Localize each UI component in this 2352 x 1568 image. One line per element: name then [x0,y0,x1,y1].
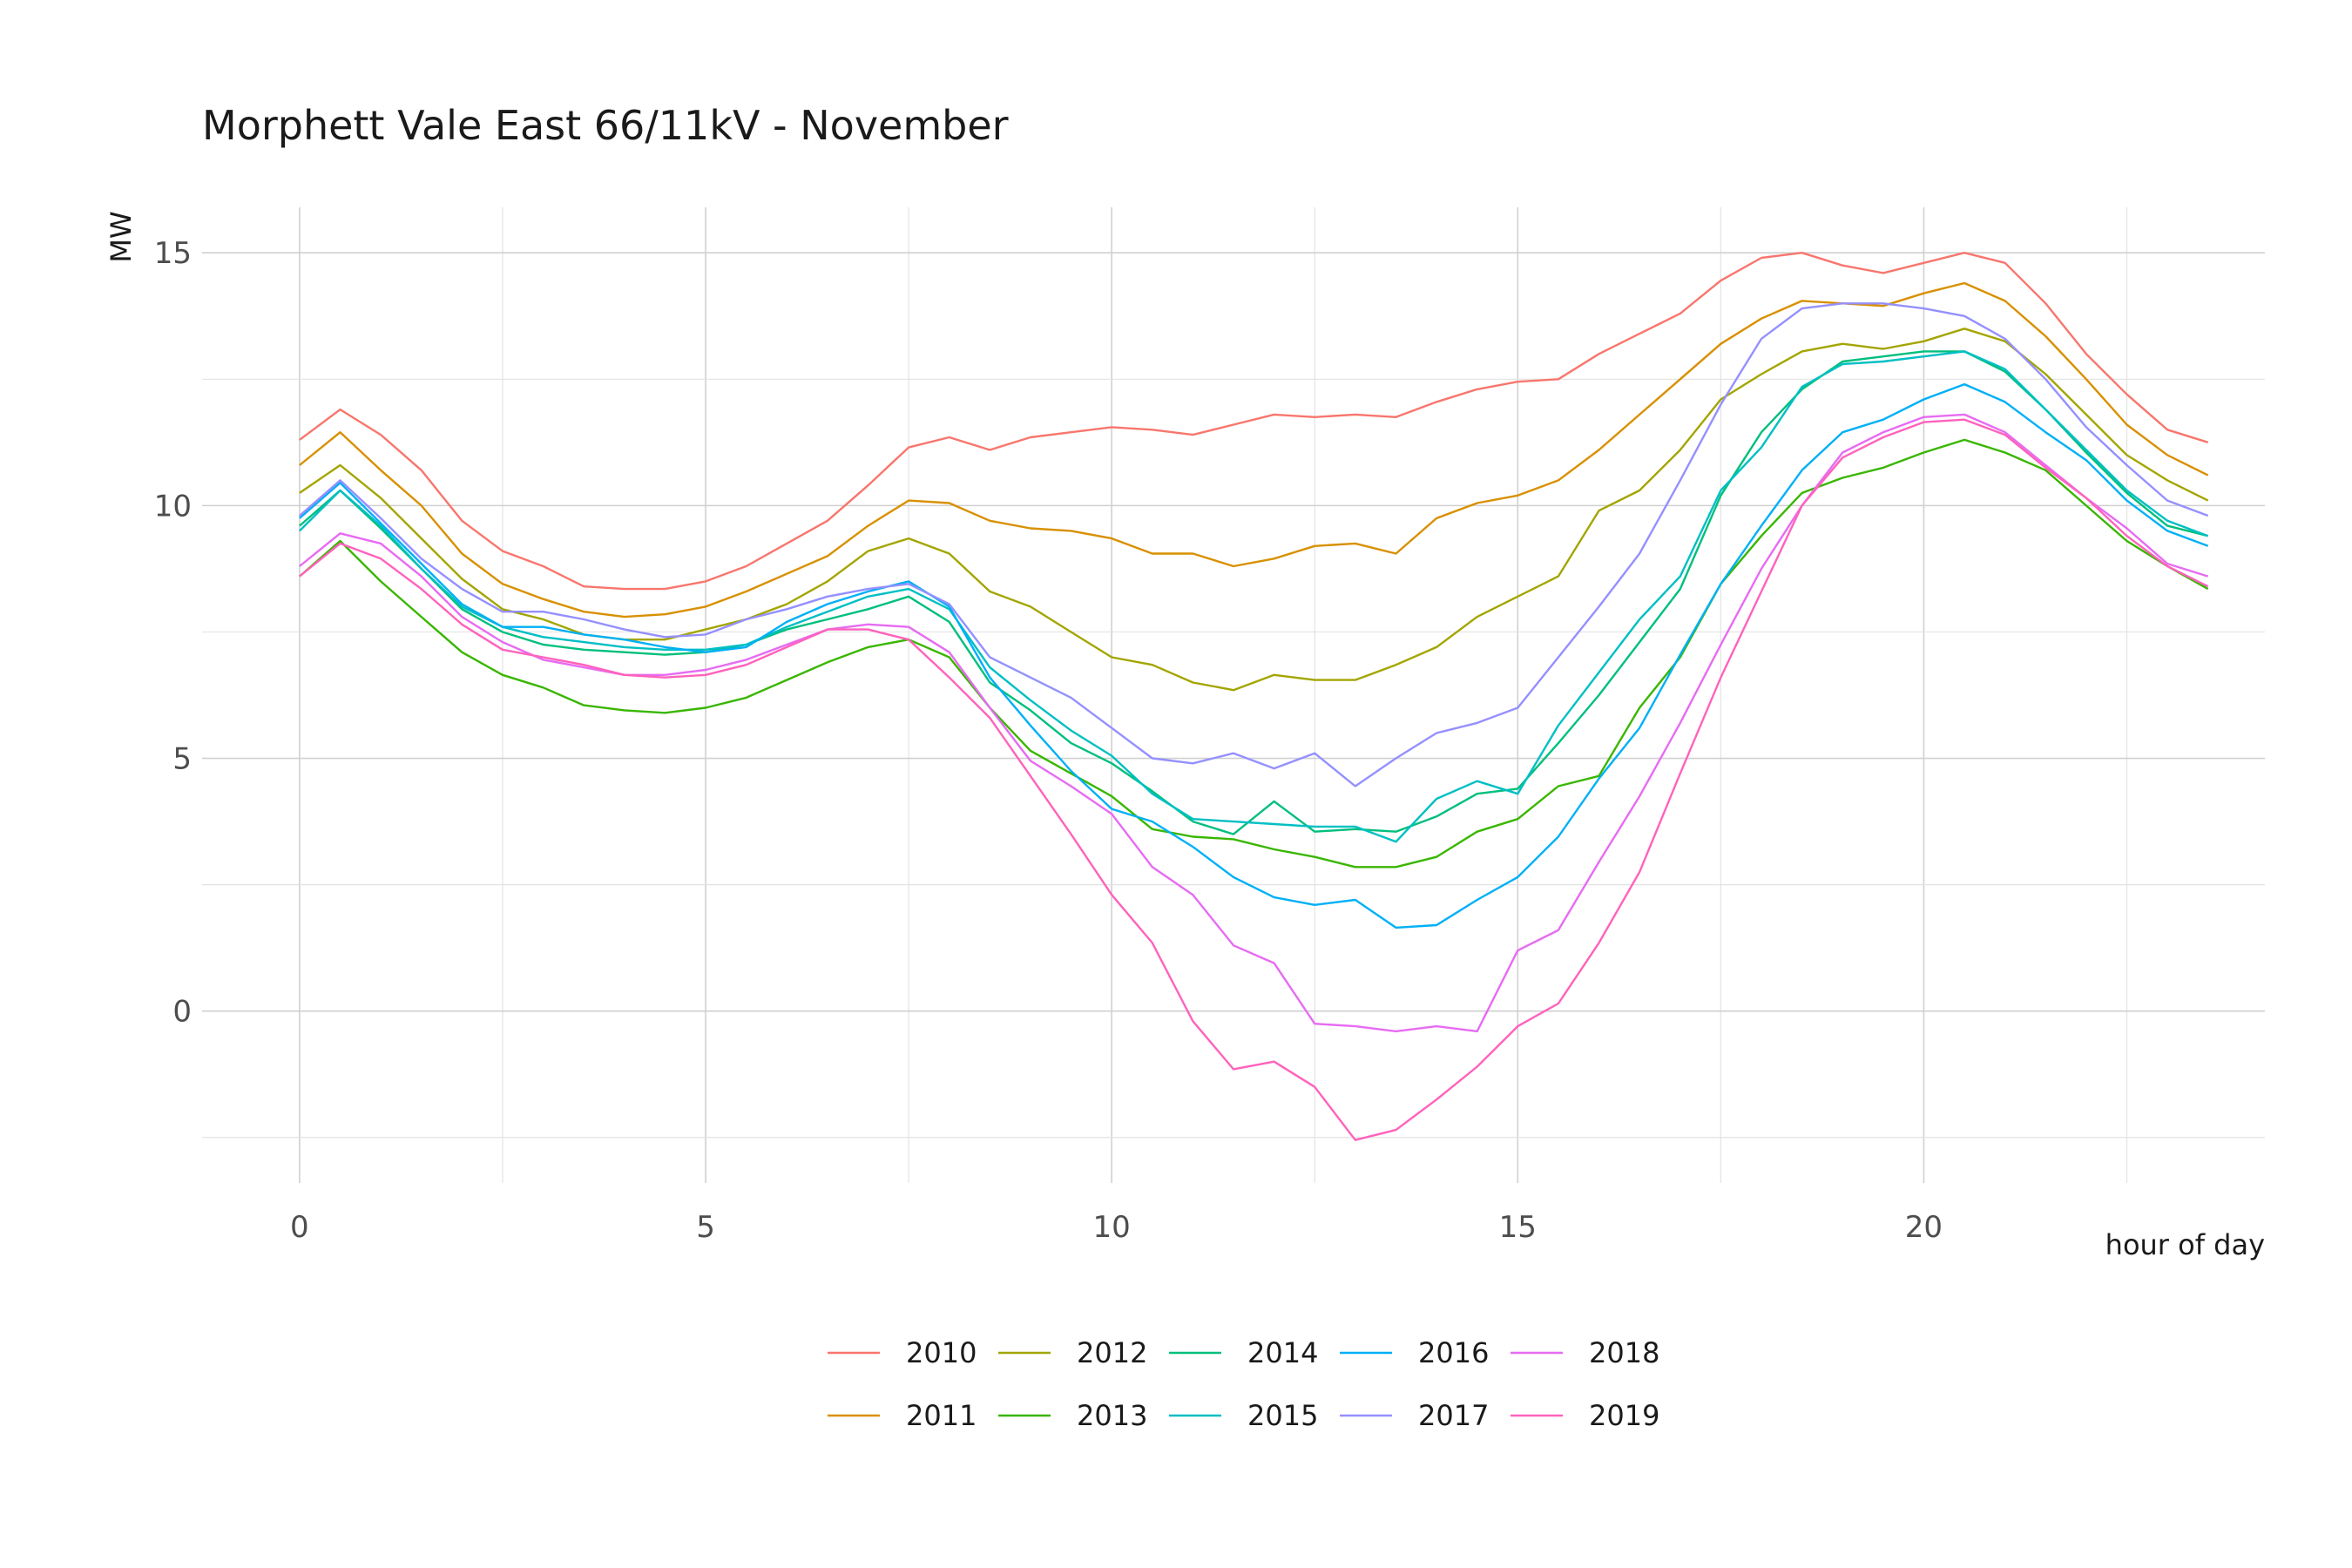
x-tick-labels: 0 5 10 15 20 [290,1210,1943,1245]
series-line-2015 [299,350,2209,843]
legend-label: 2019 [1589,1399,1659,1432]
legend-label: 2010 [906,1336,977,1369]
series-line-2012 [299,328,2209,692]
legend-label: 2015 [1247,1399,1318,1432]
legend-item-2015: 2015 [1169,1399,1318,1432]
x-tick-label: 20 [1905,1210,1943,1245]
legend-item-2018: 2018 [1511,1336,1659,1369]
series-lines [299,252,2209,1141]
series-line-2017 [299,302,2209,787]
legend-label: 2016 [1418,1336,1489,1369]
series-line-2018 [299,413,2209,1033]
x-axis-title: hour of day [2105,1228,2265,1261]
legend-item-2010: 2010 [828,1336,977,1369]
legend-item-2017: 2017 [1340,1399,1489,1432]
legend-item-2013: 2013 [998,1399,1147,1432]
legend-label: 2014 [1247,1336,1318,1369]
series-line-2019 [299,418,2209,1141]
series-line-2014 [299,350,2208,835]
y-axis-title: MW [105,211,138,262]
x-tick-label: 5 [696,1210,715,1245]
x-tick-label: 15 [1499,1210,1537,1245]
series-line-2016 [299,382,2209,929]
legend-item-2019: 2019 [1511,1399,1659,1432]
legend-label: 2013 [1077,1399,1147,1432]
y-tick-label: 5 [172,742,192,777]
legend-item-2016: 2016 [1340,1336,1489,1369]
x-tick-label: 10 [1093,1210,1131,1245]
y-tick-label: 10 [154,489,192,524]
chart-title: Morphett Vale East 66/11kV - November [202,102,1009,149]
legend-label: 2017 [1418,1399,1489,1432]
y-tick-labels: 0 5 10 15 [154,236,192,1029]
y-tick-label: 0 [172,995,192,1030]
legend-item-2011: 2011 [828,1399,977,1432]
legend-label: 2018 [1589,1336,1659,1369]
grid [202,207,2265,1183]
legend: 2010 2011 2012 2013 2014 2015 2016 2017 2018 2019 [828,1336,1659,1432]
legend-item-2012: 2012 [998,1336,1147,1369]
y-tick-label: 15 [154,236,192,271]
legend-label: 2011 [906,1399,977,1432]
x-tick-label: 0 [290,1210,309,1245]
series-line-2010 [299,252,2209,591]
legend-item-2014: 2014 [1169,1336,1318,1369]
series-line-2013 [299,438,2209,868]
series-line-2011 [299,281,2209,618]
legend-label: 2012 [1077,1336,1147,1369]
